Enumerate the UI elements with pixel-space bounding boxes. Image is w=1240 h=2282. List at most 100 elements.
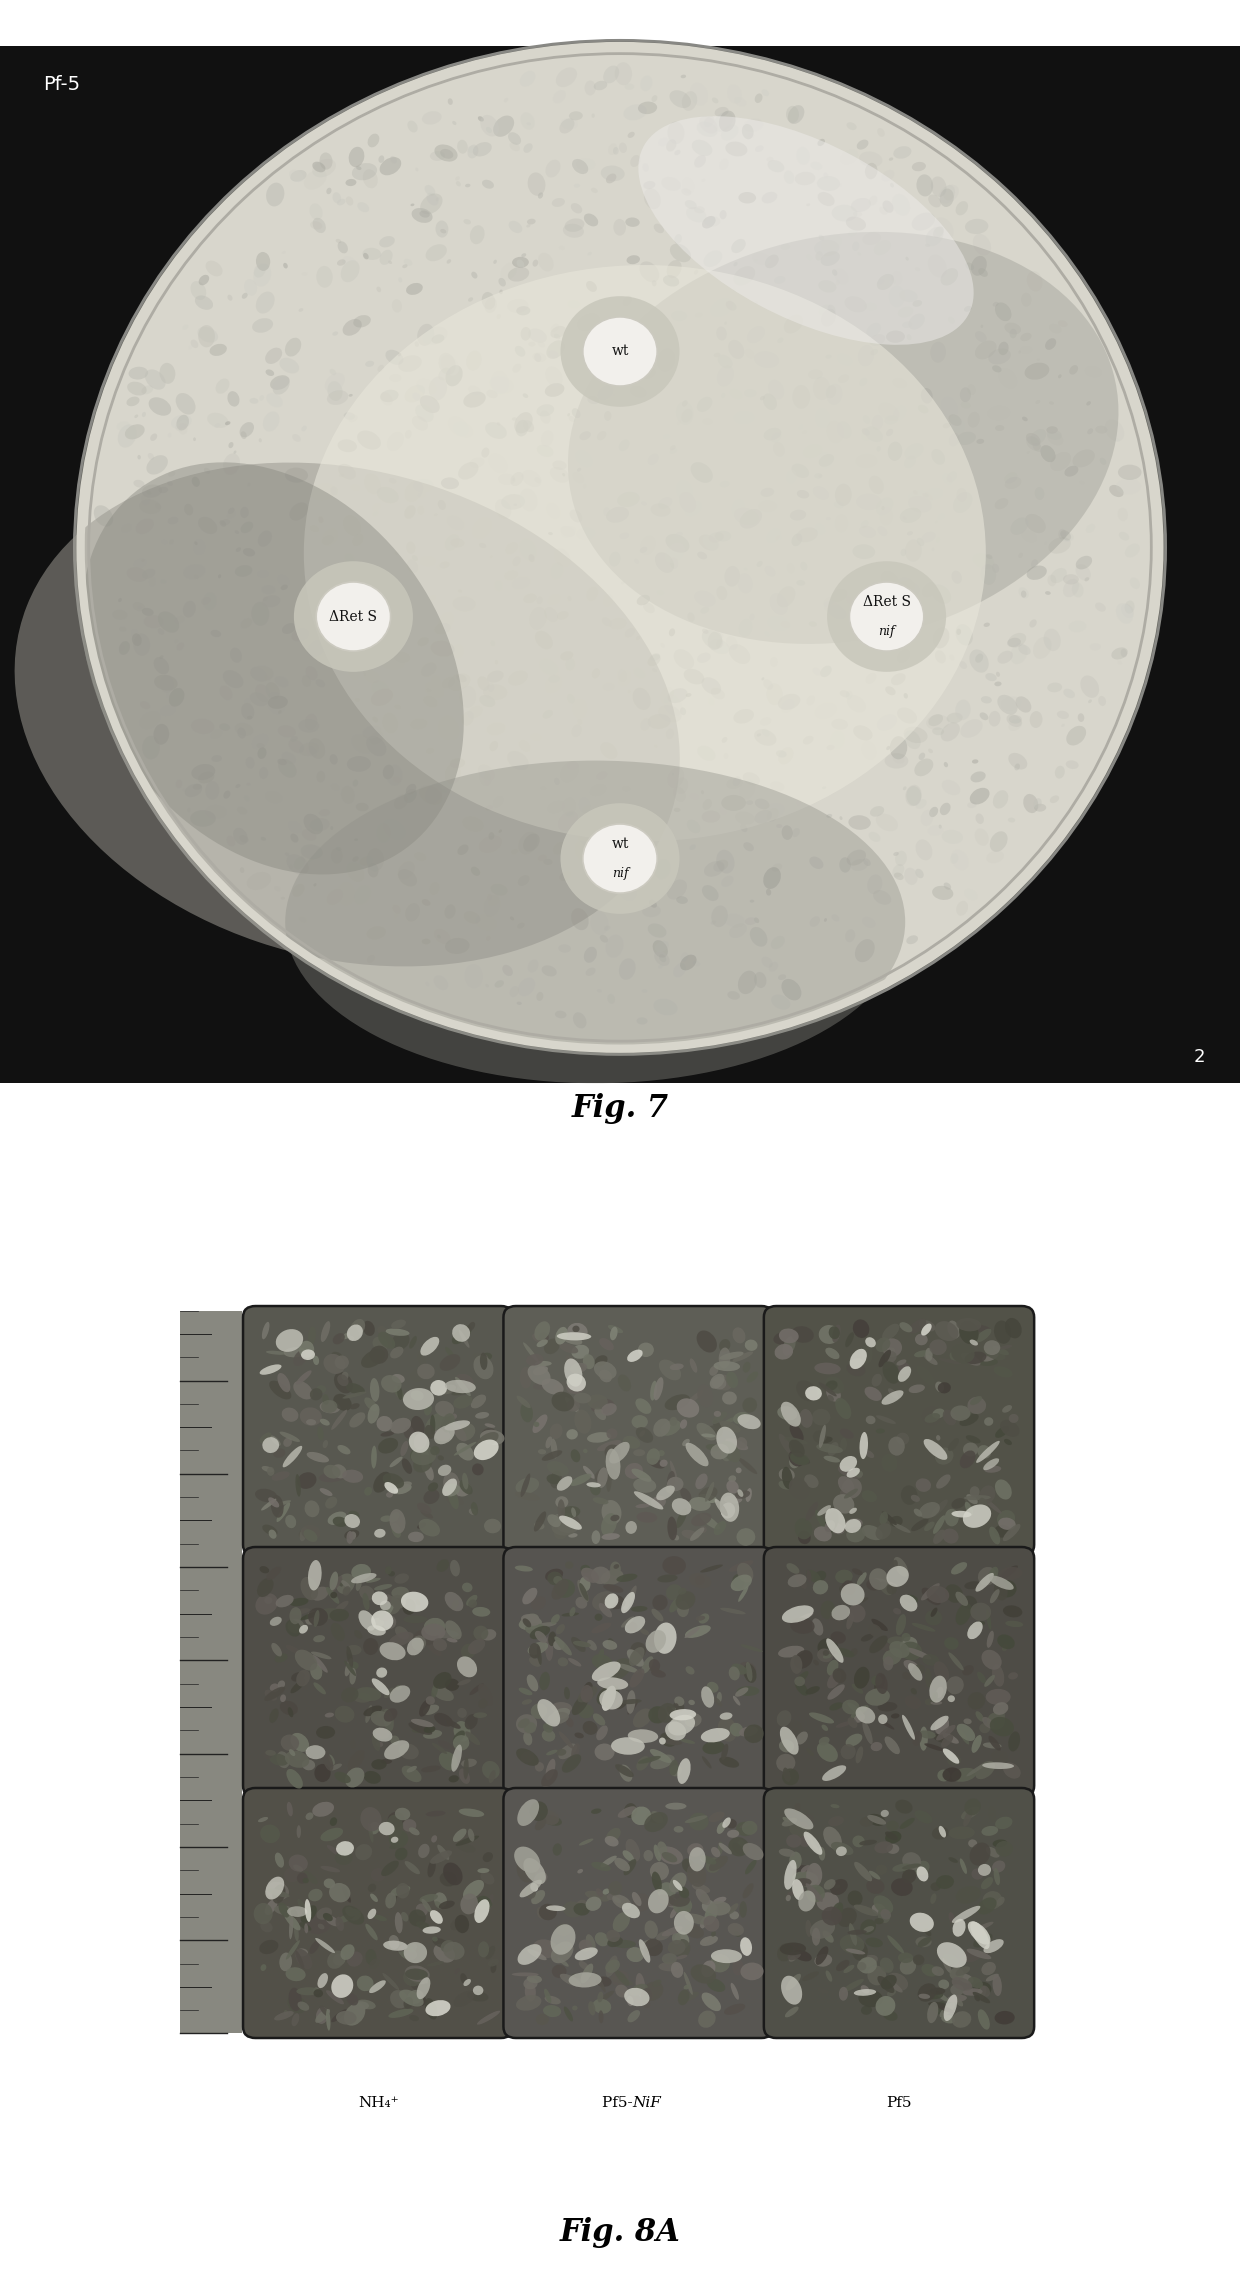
Ellipse shape (739, 509, 763, 529)
Ellipse shape (291, 1748, 300, 1762)
Ellipse shape (420, 194, 443, 215)
Ellipse shape (846, 1527, 866, 1543)
Ellipse shape (818, 1846, 825, 1860)
Ellipse shape (425, 244, 446, 260)
Ellipse shape (470, 1684, 484, 1696)
Ellipse shape (383, 1940, 408, 1951)
Ellipse shape (594, 1362, 616, 1378)
Ellipse shape (934, 1661, 949, 1682)
Ellipse shape (680, 954, 697, 970)
Ellipse shape (630, 358, 645, 367)
Ellipse shape (453, 1324, 470, 1342)
Ellipse shape (591, 1661, 620, 1682)
Ellipse shape (263, 596, 268, 602)
Ellipse shape (763, 393, 777, 411)
Ellipse shape (701, 1855, 717, 1864)
Ellipse shape (839, 1584, 856, 1593)
Ellipse shape (350, 1403, 360, 1410)
Ellipse shape (1055, 767, 1065, 778)
Ellipse shape (926, 1586, 950, 1602)
Ellipse shape (273, 1449, 285, 1458)
Ellipse shape (992, 564, 999, 573)
Ellipse shape (498, 475, 516, 486)
Ellipse shape (399, 1743, 419, 1759)
Ellipse shape (577, 468, 582, 472)
Ellipse shape (515, 1846, 541, 1874)
Ellipse shape (653, 1378, 663, 1401)
Ellipse shape (966, 1762, 987, 1775)
Ellipse shape (859, 151, 883, 167)
Ellipse shape (724, 913, 745, 926)
Ellipse shape (826, 1376, 844, 1394)
Ellipse shape (619, 141, 627, 153)
Ellipse shape (503, 98, 508, 103)
Ellipse shape (429, 596, 435, 600)
Ellipse shape (909, 1385, 925, 1392)
Ellipse shape (868, 1965, 887, 1985)
Ellipse shape (1011, 518, 1028, 534)
Ellipse shape (279, 1953, 293, 1972)
Ellipse shape (281, 751, 296, 764)
Ellipse shape (312, 160, 336, 178)
Ellipse shape (967, 1397, 986, 1415)
Ellipse shape (508, 267, 529, 281)
Ellipse shape (1118, 532, 1130, 541)
Ellipse shape (764, 632, 770, 637)
Text: Pf-5: Pf-5 (43, 75, 81, 94)
Ellipse shape (915, 1479, 931, 1492)
Ellipse shape (889, 363, 893, 365)
Ellipse shape (877, 714, 898, 730)
Ellipse shape (869, 333, 885, 347)
Ellipse shape (546, 502, 560, 520)
Ellipse shape (789, 1956, 796, 1963)
Ellipse shape (925, 226, 944, 246)
Ellipse shape (430, 641, 455, 657)
Ellipse shape (595, 1933, 609, 1947)
Ellipse shape (284, 1867, 300, 1883)
Ellipse shape (443, 1472, 460, 1492)
Ellipse shape (901, 1869, 916, 1883)
Ellipse shape (1048, 536, 1071, 555)
Ellipse shape (689, 1572, 712, 1588)
Ellipse shape (498, 828, 502, 833)
Ellipse shape (141, 386, 154, 395)
Ellipse shape (591, 1807, 601, 1814)
Ellipse shape (458, 1657, 477, 1677)
Ellipse shape (880, 1974, 897, 1990)
Ellipse shape (655, 940, 668, 952)
Ellipse shape (489, 454, 507, 472)
Ellipse shape (285, 1750, 309, 1769)
Ellipse shape (407, 541, 415, 555)
Ellipse shape (605, 1960, 620, 1974)
Ellipse shape (761, 956, 773, 968)
Ellipse shape (823, 1456, 841, 1463)
Ellipse shape (861, 1634, 873, 1641)
Ellipse shape (925, 1413, 940, 1422)
Ellipse shape (720, 1502, 735, 1518)
Ellipse shape (737, 1438, 748, 1449)
Ellipse shape (515, 413, 533, 434)
Ellipse shape (347, 755, 371, 771)
Ellipse shape (1079, 482, 1085, 484)
Ellipse shape (463, 1584, 472, 1593)
Ellipse shape (363, 1771, 381, 1785)
Ellipse shape (179, 422, 187, 436)
Ellipse shape (650, 1862, 668, 1880)
Ellipse shape (463, 1472, 469, 1490)
Ellipse shape (982, 1826, 998, 1837)
Ellipse shape (348, 584, 363, 602)
Ellipse shape (544, 1988, 552, 2004)
Ellipse shape (259, 1365, 281, 1374)
Ellipse shape (517, 922, 525, 929)
Ellipse shape (268, 1497, 279, 1508)
Ellipse shape (1084, 365, 1102, 379)
Ellipse shape (738, 192, 756, 203)
Ellipse shape (300, 844, 322, 860)
Ellipse shape (440, 356, 459, 377)
Ellipse shape (567, 413, 570, 415)
Ellipse shape (534, 1632, 547, 1643)
Ellipse shape (384, 1741, 409, 1759)
Ellipse shape (653, 1844, 661, 1862)
Ellipse shape (630, 1983, 647, 1997)
Ellipse shape (305, 1502, 320, 1518)
